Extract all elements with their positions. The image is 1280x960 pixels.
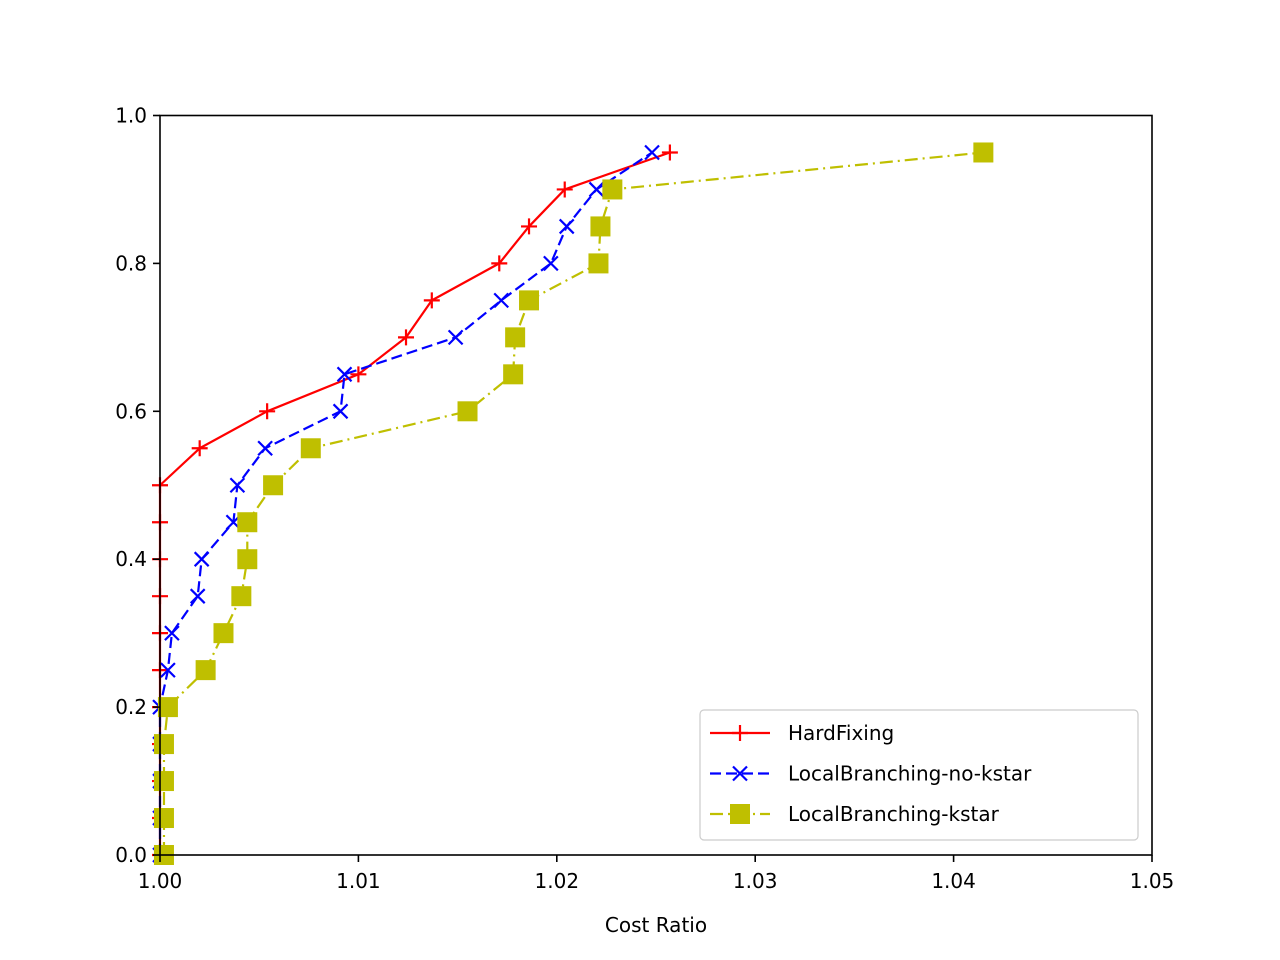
series-point: [189, 588, 206, 604]
x-tick-label: 1.02: [535, 869, 580, 893]
series-point: [588, 253, 609, 274]
y-axis: 0.0 0.2 0.4 0.6 0.8 1.0: [115, 104, 160, 867]
series-point: [447, 329, 464, 346]
series-point: [590, 216, 611, 237]
series-point: [558, 218, 575, 235]
legend-marker: [730, 804, 750, 824]
series-point: [157, 697, 178, 718]
y-tick-label: 0.2: [115, 695, 147, 719]
series-point: [493, 292, 510, 309]
x-tick-label: 1.04: [931, 869, 976, 893]
series-point: [213, 623, 234, 644]
series-point: [153, 771, 174, 792]
x-axis-label: Cost Ratio: [605, 913, 707, 937]
series-point: [556, 181, 573, 198]
y-tick-label: 0.6: [115, 399, 147, 423]
series-line: [162, 151, 984, 855]
series-point: [336, 366, 353, 383]
series-point: [300, 438, 321, 459]
series-point: [973, 142, 994, 163]
series-point: [191, 440, 208, 457]
series-point: [257, 440, 273, 457]
legend-label: HardFixing: [788, 721, 894, 745]
y-tick-label: 0.8: [115, 251, 147, 275]
y-tick-label: 0.4: [115, 547, 147, 571]
series-point: [661, 144, 678, 161]
series-point: [398, 329, 415, 346]
legend-label: LocalBranching-kstar: [788, 802, 1000, 826]
series-point: [350, 366, 367, 383]
x-tick-label: 1.03: [733, 869, 778, 893]
series-point: [193, 551, 210, 567]
series-point: [263, 475, 284, 496]
series-point: [237, 549, 258, 570]
x-tick-label: 1.00: [138, 869, 183, 893]
series-point: [160, 662, 176, 678]
y-tick-label: 1.0: [115, 104, 147, 128]
series-point: [164, 625, 180, 641]
legend-marker: [732, 765, 748, 782]
plot-frame: [159, 114, 1153, 856]
series-point: [195, 660, 216, 681]
y-tick-label: 0.0: [115, 843, 147, 867]
series-point: [237, 512, 258, 533]
series-point: [602, 179, 623, 200]
series-1: [152, 144, 660, 863]
series-point: [588, 181, 605, 198]
x-tick-label: 1.05: [1130, 869, 1175, 893]
series-point: [503, 364, 524, 385]
legend: HardFixing LocalBranching-no-kstar LocalBr…: [699, 709, 1139, 841]
series-point: [153, 734, 174, 755]
series-point: [259, 403, 276, 420]
series-point: [491, 255, 508, 272]
series-point: [505, 327, 526, 348]
series-point: [153, 808, 174, 829]
series-point: [521, 218, 538, 235]
x-tick-label: 1.01: [336, 869, 381, 893]
series-point: [644, 144, 660, 161]
series-point: [519, 290, 540, 311]
x-axis: 1.00 1.01 1.02 1.03 1.04 1.05: [138, 855, 1175, 893]
legend-marker: [732, 725, 748, 741]
series-0: [152, 144, 678, 863]
legend-box: [699, 709, 1139, 841]
series-point: [457, 401, 478, 422]
series-point: [423, 292, 440, 309]
series-point: [229, 477, 246, 494]
series-point: [231, 586, 252, 607]
legend-label: LocalBranching-no-kstar: [788, 762, 1032, 786]
series-line: [158, 151, 653, 855]
series-point: [543, 255, 559, 272]
series-point: [332, 403, 349, 420]
